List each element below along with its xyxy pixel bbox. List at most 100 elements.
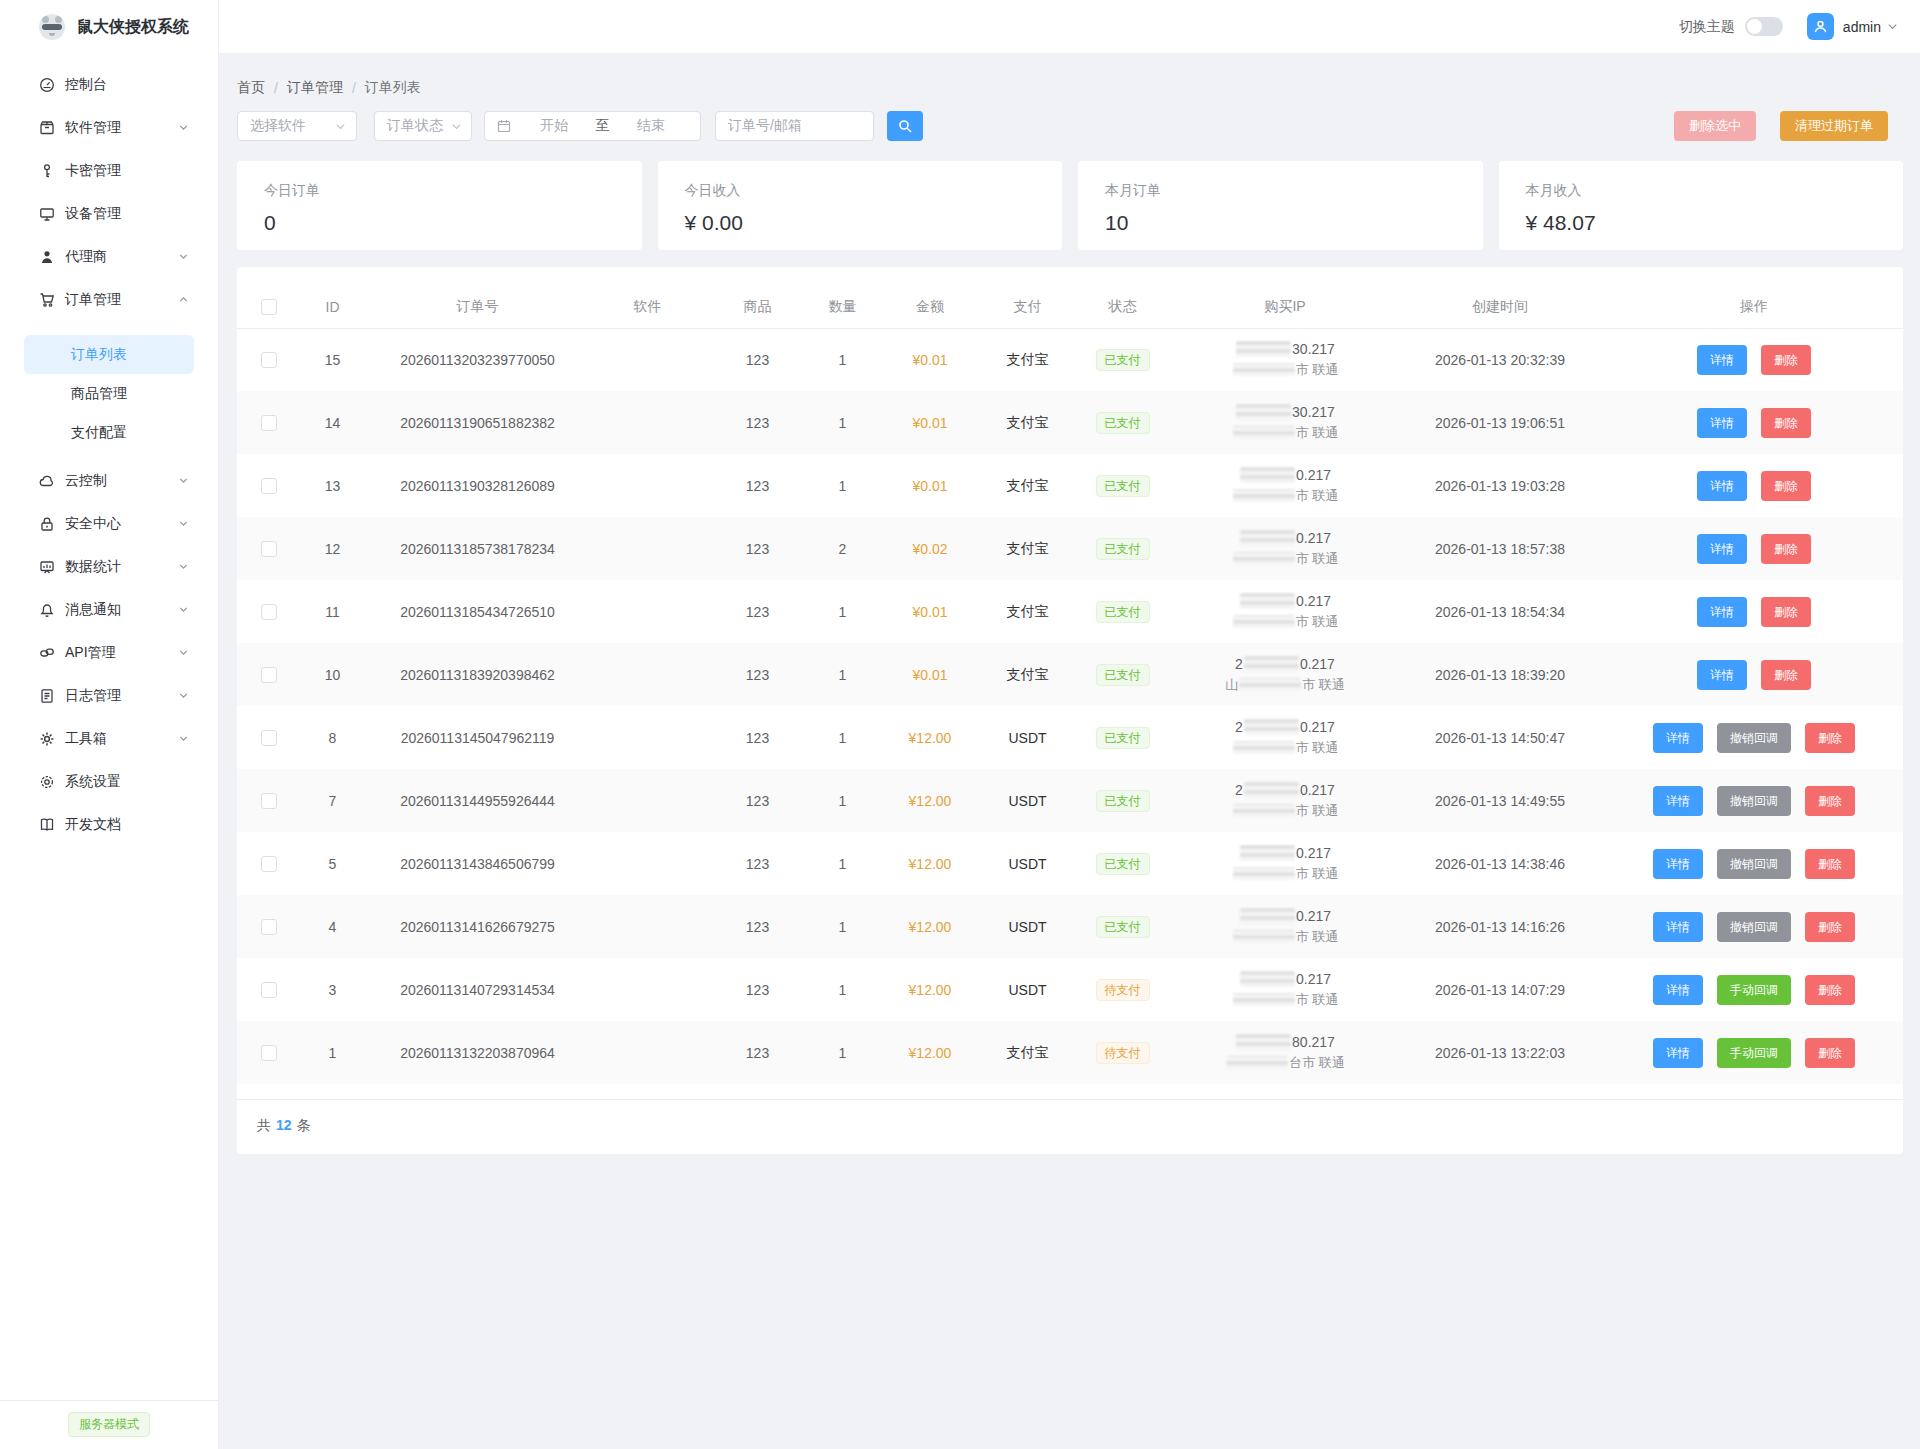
row-checkbox[interactable] xyxy=(261,982,277,998)
sidebar-item-14[interactable]: 开发文档 xyxy=(0,803,218,846)
sidebar-item-13[interactable]: 系统设置 xyxy=(0,760,218,803)
sidebar-item-2[interactable]: 卡密管理 xyxy=(0,149,218,192)
breadcrumb-item[interactable]: 订单管理 xyxy=(287,79,343,97)
action-info-button[interactable]: 撤销回调 xyxy=(1717,849,1791,879)
row-checkbox[interactable] xyxy=(261,478,277,494)
action-primary-button[interactable]: 详情 xyxy=(1653,849,1703,879)
sidebar-item-9[interactable]: 消息通知 xyxy=(0,588,218,631)
action-primary-button[interactable]: 详情 xyxy=(1653,723,1703,753)
sidebar-item-3[interactable]: 设备管理 xyxy=(0,192,218,235)
action-primary-button[interactable]: 详情 xyxy=(1653,1038,1703,1068)
row-checkbox[interactable] xyxy=(261,667,277,683)
theme-toggle[interactable] xyxy=(1745,17,1783,36)
action-primary-button[interactable]: 详情 xyxy=(1697,597,1747,627)
table-row: 11202601131854347265101231¥0.01支付宝已支付0.2… xyxy=(237,580,1903,643)
action-primary-button[interactable]: 详情 xyxy=(1653,786,1703,816)
action-danger-button[interactable]: 删除 xyxy=(1761,597,1811,627)
breadcrumb-separator: / xyxy=(352,80,356,96)
status-badge: 已支付 xyxy=(1096,349,1150,371)
action-primary-button[interactable]: 详情 xyxy=(1697,534,1747,564)
cell-payment: 支付宝 xyxy=(985,643,1070,706)
ip-address: 20.217 xyxy=(1175,782,1395,798)
breadcrumb-item[interactable]: 首页 xyxy=(237,79,265,97)
action-danger-button[interactable]: 删除 xyxy=(1761,471,1811,501)
action-info-button[interactable]: 撤销回调 xyxy=(1717,786,1791,816)
sidebar-item-4[interactable]: 代理商 xyxy=(0,235,218,278)
table-row: 14202601131906518823821231¥0.01支付宝已支付30.… xyxy=(237,391,1903,454)
location-blur xyxy=(1233,426,1295,439)
action-primary-button[interactable]: 详情 xyxy=(1653,912,1703,942)
sidebar-item-1[interactable]: 软件管理 xyxy=(0,106,218,149)
row-checkbox[interactable] xyxy=(261,856,277,872)
action-primary-button[interactable]: 详情 xyxy=(1697,408,1747,438)
action-danger-button[interactable]: 删除 xyxy=(1805,849,1855,879)
sidebar-item-label: 订单管理 xyxy=(65,291,121,309)
table-row: 1202601131322038709641231¥12.00支付宝待支付80.… xyxy=(237,1021,1903,1084)
cell-buyer-ip: 0.217市 联通 xyxy=(1175,958,1395,1021)
order-status-select[interactable]: 订单状态 xyxy=(374,111,472,141)
date-range-picker[interactable]: 开始 至 结束 xyxy=(484,111,701,141)
date-start-placeholder: 开始 xyxy=(515,117,594,135)
row-checkbox[interactable] xyxy=(261,415,277,431)
sidebar-item-10[interactable]: API管理 xyxy=(0,631,218,674)
row-checkbox-cell xyxy=(237,580,300,643)
sidebar-item-8[interactable]: 数据统计 xyxy=(0,545,218,588)
action-success-button[interactable]: 手动回调 xyxy=(1717,975,1791,1005)
column-header-9: 购买IP xyxy=(1175,286,1395,328)
select-all-checkbox[interactable] xyxy=(261,299,277,315)
row-checkbox[interactable] xyxy=(261,541,277,557)
software-select[interactable]: 选择软件 xyxy=(237,111,357,141)
action-danger-button[interactable]: 删除 xyxy=(1761,408,1811,438)
action-primary-button[interactable]: 详情 xyxy=(1697,660,1747,690)
action-primary-button[interactable]: 详情 xyxy=(1697,471,1747,501)
action-danger-button[interactable]: 删除 xyxy=(1761,660,1811,690)
cell-amount: ¥0.01 xyxy=(875,328,985,391)
row-checkbox[interactable] xyxy=(261,730,277,746)
action-danger-button[interactable]: 删除 xyxy=(1761,534,1811,564)
action-danger-button[interactable]: 删除 xyxy=(1805,912,1855,942)
user-avatar[interactable] xyxy=(1807,13,1834,40)
action-danger-button[interactable]: 删除 xyxy=(1761,345,1811,375)
row-checkbox-cell xyxy=(237,769,300,832)
delete-selected-button[interactable]: 删除选中 xyxy=(1674,111,1756,141)
sidebar-subitem[interactable]: 商品管理 xyxy=(24,374,194,413)
ip-address: 0.217 xyxy=(1175,530,1395,546)
sidebar-item-label: 代理商 xyxy=(65,248,107,266)
search-button[interactable] xyxy=(887,111,923,141)
app-logo-icon xyxy=(39,14,65,40)
sidebar-menu: 控制台软件管理卡密管理设备管理代理商订单管理订单列表商品管理支付配置云控制安全中… xyxy=(0,63,218,846)
action-success-button[interactable]: 手动回调 xyxy=(1717,1038,1791,1068)
row-checkbox[interactable] xyxy=(261,793,277,809)
row-checkbox[interactable] xyxy=(261,604,277,620)
sidebar-item-6[interactable]: 云控制 xyxy=(0,459,218,502)
cell-status: 已支付 xyxy=(1070,580,1175,643)
username[interactable]: admin xyxy=(1843,19,1881,35)
sidebar-item-5[interactable]: 订单管理 xyxy=(0,278,218,321)
sidebar-item-11[interactable]: 日志管理 xyxy=(0,674,218,717)
clean-expired-button[interactable]: 清理过期订单 xyxy=(1780,111,1888,141)
cell-status: 待支付 xyxy=(1070,958,1175,1021)
sidebar-item-0[interactable]: 控制台 xyxy=(0,63,218,106)
cell-created-at: 2026-01-13 18:54:34 xyxy=(1395,580,1605,643)
settings-icon xyxy=(38,773,55,790)
row-checkbox[interactable] xyxy=(261,919,277,935)
action-info-button[interactable]: 撤销回调 xyxy=(1717,912,1791,942)
sidebar-subitem[interactable]: 订单列表 xyxy=(24,335,194,374)
keyword-input[interactable]: 订单号/邮箱 xyxy=(715,111,874,141)
document-icon xyxy=(38,687,55,704)
status-badge: 已支付 xyxy=(1096,790,1150,812)
action-primary-button[interactable]: 详情 xyxy=(1697,345,1747,375)
action-primary-button[interactable]: 详情 xyxy=(1653,975,1703,1005)
sidebar-subitem[interactable]: 支付配置 xyxy=(24,413,194,452)
sidebar-item-12[interactable]: 工具箱 xyxy=(0,717,218,760)
cell-created-at: 2026-01-13 14:07:29 xyxy=(1395,958,1605,1021)
action-danger-button[interactable]: 删除 xyxy=(1805,723,1855,753)
action-danger-button[interactable]: 删除 xyxy=(1805,1038,1855,1068)
row-checkbox[interactable] xyxy=(261,352,277,368)
sidebar-item-7[interactable]: 安全中心 xyxy=(0,502,218,545)
action-danger-button[interactable]: 删除 xyxy=(1805,786,1855,816)
action-info-button[interactable]: 撤销回调 xyxy=(1717,723,1791,753)
action-danger-button[interactable]: 删除 xyxy=(1805,975,1855,1005)
row-checkbox[interactable] xyxy=(261,1045,277,1061)
chevron-down-icon[interactable] xyxy=(1887,21,1898,32)
